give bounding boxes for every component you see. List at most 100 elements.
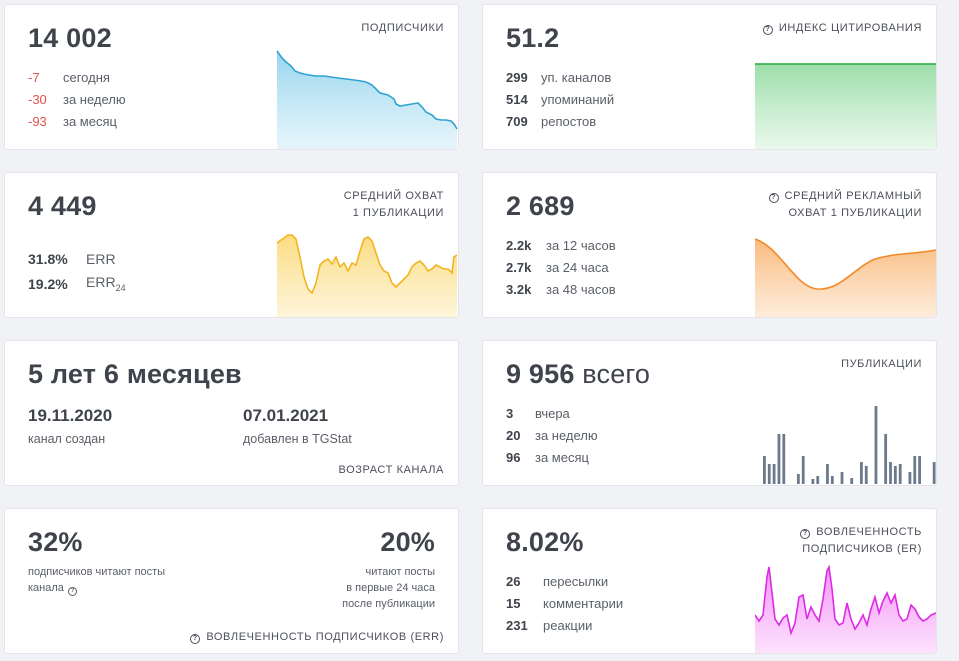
stat-row: 3.2k за 48 часов: [506, 278, 616, 300]
publication-bar: [908, 472, 912, 484]
tgstat-added-label: добавлен в TGStat: [243, 432, 352, 446]
stat-text: комментарии: [543, 595, 624, 611]
stat-row: 3 вчера: [506, 402, 598, 424]
stat-row: 31.8% ERR: [28, 246, 126, 271]
publication-bar: [893, 466, 897, 484]
publication-bar: [874, 406, 878, 484]
stat-text: упоминаний: [541, 91, 615, 107]
ad-reach-sparkline[interactable]: [755, 227, 936, 317]
reach-card[interactable]: 4 449 СРЕДНИЙ ОХВАТ 1 ПУБЛИКАЦИИ 31.8% ERR…: [4, 172, 459, 318]
channel-age-card[interactable]: 5 лет 6 месяцев 19.11.2020 канал создан …: [4, 340, 459, 486]
stat-row: 96 за месяц: [506, 446, 598, 468]
help-icon[interactable]: ?: [762, 25, 773, 35]
ad-reach-stats: 2.2k за 12 часов 2.7k за 24 часа 3.2k за 48…: [506, 234, 616, 300]
stat-text: ERR: [86, 250, 116, 267]
tgstat-added-date: 07.01.2021: [243, 406, 329, 425]
subscribers-sparkline[interactable]: [276, 49, 458, 149]
publications-card[interactable]: 9 956 всего ПУБЛИКАЦИИ 3 вчера 20 за недел…: [482, 340, 937, 486]
err-right-line3: после публикации: [342, 598, 435, 610]
stat-text: за месяц: [63, 113, 117, 129]
help-icon[interactable]: ?: [768, 193, 779, 203]
help-icon[interactable]: ?: [190, 634, 201, 644]
publication-bar: [860, 462, 863, 484]
stat-text: за неделю: [63, 91, 126, 107]
ad-reach-label-line1: СРЕДНИЙ РЕКЛАМНЫЙ: [784, 190, 922, 202]
publication-bar: [840, 472, 844, 484]
publication-bar: [898, 464, 902, 484]
err-left-line2: канала: [28, 582, 64, 594]
subscribers-label: ПОДПИСЧИКИ: [361, 22, 444, 34]
citation-stats: 299 уп. каналов 514 упоминаний 709 репостов: [506, 66, 614, 132]
publication-bar: [801, 456, 805, 484]
err-right-line2: в первые 24 часа: [346, 582, 435, 594]
stat-row: 514 упоминаний: [506, 88, 614, 110]
help-icon[interactable]: ?: [800, 529, 811, 539]
channel-created-date: 19.11.2020: [28, 406, 113, 425]
stat-row: -7 сегодня: [28, 66, 126, 88]
publications-bar-chart[interactable]: [755, 395, 936, 485]
publication-bar: [830, 476, 834, 484]
stat-row: 26 пересылки: [506, 570, 623, 592]
subscribers-count: 14 002: [28, 23, 112, 53]
stat-text: вчера: [535, 405, 570, 421]
stat-text: за неделю: [535, 427, 598, 443]
err-left-text: подписчиков читают посты канала?: [28, 564, 165, 596]
er-label-line1: ВОВЛЕЧЕННОСТЬ: [816, 526, 922, 538]
er-label-line2: ПОДПИСЧИКОВ (ER): [802, 543, 922, 555]
er-sparkline[interactable]: [755, 563, 936, 653]
reach-label: СРЕДНИЙ ОХВАТ 1 ПУБЛИКАЦИИ: [344, 188, 444, 222]
stat-text: за 12 часов: [546, 237, 616, 253]
reach-label-line1: СРЕДНИЙ ОХВАТ: [343, 190, 444, 202]
subscribers-card[interactable]: 14 002 ПОДПИСЧИКИ -7 сегодня -30 за неделю…: [4, 4, 459, 150]
stat-text: за 24 часа: [546, 259, 609, 275]
er-card[interactable]: 8.02% ? ВОВЛЕЧЕННОСТЬ ПОДПИСЧИКОВ (ER) 26 п…: [482, 508, 937, 654]
stat-row: 2.7k за 24 часа: [506, 256, 616, 278]
stat-value: 299: [506, 69, 528, 85]
stat-text: реакции: [543, 617, 593, 633]
channel-age-value: 5 лет 6 месяцев: [28, 359, 242, 389]
stat-value: 19.2%: [28, 275, 68, 292]
stat-text: уп. каналов: [541, 69, 612, 85]
stat-row: 709 репостов: [506, 110, 614, 132]
stat-value: 31.8%: [28, 250, 68, 267]
publication-bar: [884, 434, 888, 484]
stat-row: -93 за месяц: [28, 110, 126, 132]
ad-reach-value: 2 689: [506, 191, 575, 221]
citation-card[interactable]: 51.2 ? ИНДЕКС ЦИТИРОВАНИЯ 299 уп. каналов …: [482, 4, 937, 150]
ad-reach-card[interactable]: 2 689 ? СРЕДНИЙ РЕКЛАМНЫЙ ОХВАТ 1 ПУБЛИКАЦ…: [482, 172, 937, 318]
publication-bar: [796, 474, 800, 484]
err-card[interactable]: 32% подписчиков читают посты канала? 20% …: [4, 508, 459, 654]
reach-sparkline[interactable]: [276, 227, 458, 317]
stat-value: 709: [506, 113, 528, 129]
stat-row: 15 комментарии: [506, 592, 623, 614]
stat-value: 15: [506, 595, 521, 611]
stat-row: 299 уп. каналов: [506, 66, 614, 88]
publication-bar: [826, 464, 829, 484]
stat-text: сегодня: [63, 69, 110, 85]
er-label: ? ВОВЛЕЧЕННОСТЬ ПОДПИСЧИКОВ (ER): [800, 524, 922, 558]
stat-text: ERR24: [86, 274, 126, 293]
stat-row: 19.2% ERR24: [28, 271, 126, 296]
publication-bar: [777, 434, 781, 484]
publication-bar: [816, 476, 820, 484]
publication-bar: [772, 464, 776, 484]
publication-bar: [811, 479, 815, 484]
publication-bar: [932, 462, 936, 484]
citation-index-value: 51.2: [506, 23, 560, 53]
stat-value: 96: [506, 449, 521, 465]
citation-label-text: ИНДЕКС ЦИТИРОВАНИЯ: [778, 22, 922, 34]
stat-value: 2.7k: [506, 259, 532, 275]
help-icon[interactable]: ?: [67, 587, 77, 596]
publication-bar: [913, 456, 917, 484]
publications-label: ПУБЛИКАЦИИ: [841, 358, 922, 370]
stat-row: 20 за неделю: [506, 424, 598, 446]
stat-row: 231 реакции: [506, 614, 623, 636]
ad-reach-label-line2: ОХВАТ 1 ПУБЛИКАЦИИ: [788, 207, 922, 219]
citation-sparkline[interactable]: [755, 59, 936, 149]
err-subscript: 24: [115, 282, 126, 293]
stat-value: 2.2k: [506, 237, 532, 253]
channel-created-label: канал создан: [28, 432, 106, 446]
err-right-text: читают посты в первые 24 часа после публик…: [342, 564, 435, 612]
publication-bar: [782, 434, 786, 484]
publication-bar: [763, 456, 766, 484]
